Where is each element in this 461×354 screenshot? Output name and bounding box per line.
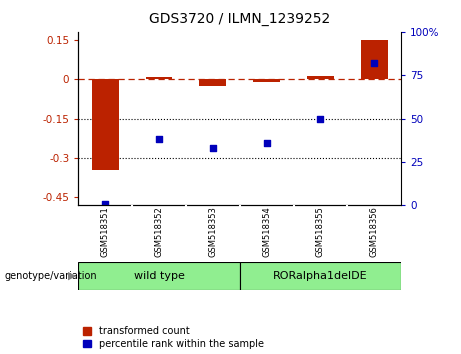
Text: ▶: ▶ bbox=[68, 271, 76, 281]
Bar bbox=[199, 79, 226, 86]
Text: GDS3720 / ILMN_1239252: GDS3720 / ILMN_1239252 bbox=[149, 12, 331, 27]
Text: GSM518351: GSM518351 bbox=[101, 206, 110, 257]
Text: GSM518356: GSM518356 bbox=[370, 206, 378, 257]
Point bbox=[155, 137, 163, 142]
Text: GSM518353: GSM518353 bbox=[208, 206, 217, 257]
Legend: transformed count, percentile rank within the sample: transformed count, percentile rank withi… bbox=[83, 326, 264, 349]
Bar bbox=[240, 262, 401, 290]
Text: GSM518354: GSM518354 bbox=[262, 206, 271, 257]
Bar bbox=[146, 77, 172, 79]
Point bbox=[371, 60, 378, 66]
Point bbox=[209, 145, 217, 151]
Bar bbox=[92, 79, 118, 170]
Text: genotype/variation: genotype/variation bbox=[5, 271, 97, 281]
Text: wild type: wild type bbox=[134, 271, 184, 281]
Bar bbox=[78, 262, 240, 290]
Point bbox=[317, 116, 324, 121]
Text: GSM518352: GSM518352 bbox=[154, 206, 164, 257]
Text: GSM518355: GSM518355 bbox=[316, 206, 325, 257]
Point bbox=[263, 140, 270, 146]
Text: RORalpha1delDE: RORalpha1delDE bbox=[273, 271, 368, 281]
Bar bbox=[361, 40, 388, 79]
Bar bbox=[307, 76, 334, 79]
Bar bbox=[253, 79, 280, 82]
Point bbox=[101, 201, 109, 206]
